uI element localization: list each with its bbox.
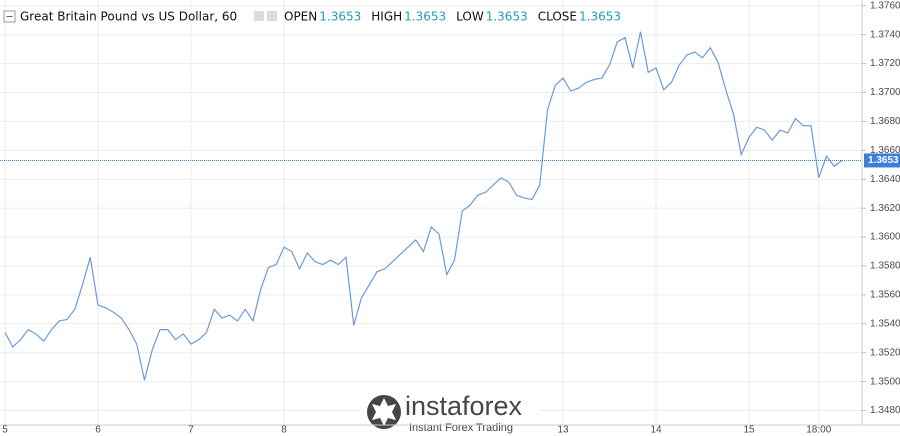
ohlc-legend: OPEN 1.3653 HIGH 1.3653 LOW 1.3653 CLOSE 1.3653 <box>284 10 621 24</box>
ohlc-value: 1.3653 <box>486 10 528 24</box>
ohlc-name: LOW <box>456 10 484 24</box>
y-tick-label: 1.3660 <box>870 145 900 156</box>
watermark-tagline: Instant Forex Trading <box>409 422 513 434</box>
ohlc-name: OPEN <box>284 10 317 24</box>
x-tick-label: 15 <box>743 425 755 436</box>
x-tick-label: 13 <box>557 425 569 436</box>
y-tick-label: 1.3560 <box>870 290 900 301</box>
y-tick-label: 1.3600 <box>870 232 900 243</box>
y-tick-label: 1.3700 <box>870 87 900 98</box>
ohlc-name: HIGH <box>371 10 402 24</box>
y-tick-label: 1.3760 <box>870 0 900 11</box>
ohlc-value: 1.3653 <box>579 10 621 24</box>
close-icon[interactable] <box>267 11 277 21</box>
watermark-brand: instaforex <box>405 391 523 421</box>
y-tick-label: 1.3680 <box>870 116 900 127</box>
y-tick-label: 1.3580 <box>870 261 900 272</box>
price-line <box>4 31 843 381</box>
ohlc-name: CLOSE <box>538 10 577 24</box>
ohlc-value: 1.3653 <box>404 10 446 24</box>
y-tick-label: 1.3540 <box>870 318 900 329</box>
x-tick-label: 18:00 <box>806 425 831 436</box>
y-tick-label: 1.3620 <box>870 203 900 214</box>
y-tick-label: 1.3520 <box>870 347 900 358</box>
y-tick-label: 1.3720 <box>870 58 900 69</box>
watermark-icon-star <box>372 398 396 426</box>
y-tick-label: 1.3740 <box>870 29 900 40</box>
settings-icon[interactable] <box>254 11 264 21</box>
y-tick-label: 1.3480 <box>870 405 900 416</box>
x-tick-label: 8 <box>281 425 287 436</box>
y-tick-label: 1.3500 <box>870 376 900 387</box>
ohlc-value: 1.3653 <box>319 10 361 24</box>
chart-title: Great Britain Pound vs US Dollar, 60 <box>20 10 237 24</box>
y-tick-label: 1.3640 <box>870 174 900 185</box>
watermark: instaforex Instant Forex Trading <box>360 390 540 436</box>
x-tick-label: 14 <box>650 425 662 436</box>
x-tick-label: 5 <box>2 425 8 436</box>
x-tick-label: 6 <box>95 425 101 436</box>
last-price-badge <box>864 153 900 168</box>
last-price-label: 1.3653 <box>868 155 899 166</box>
x-tick-label: 7 <box>188 425 194 436</box>
